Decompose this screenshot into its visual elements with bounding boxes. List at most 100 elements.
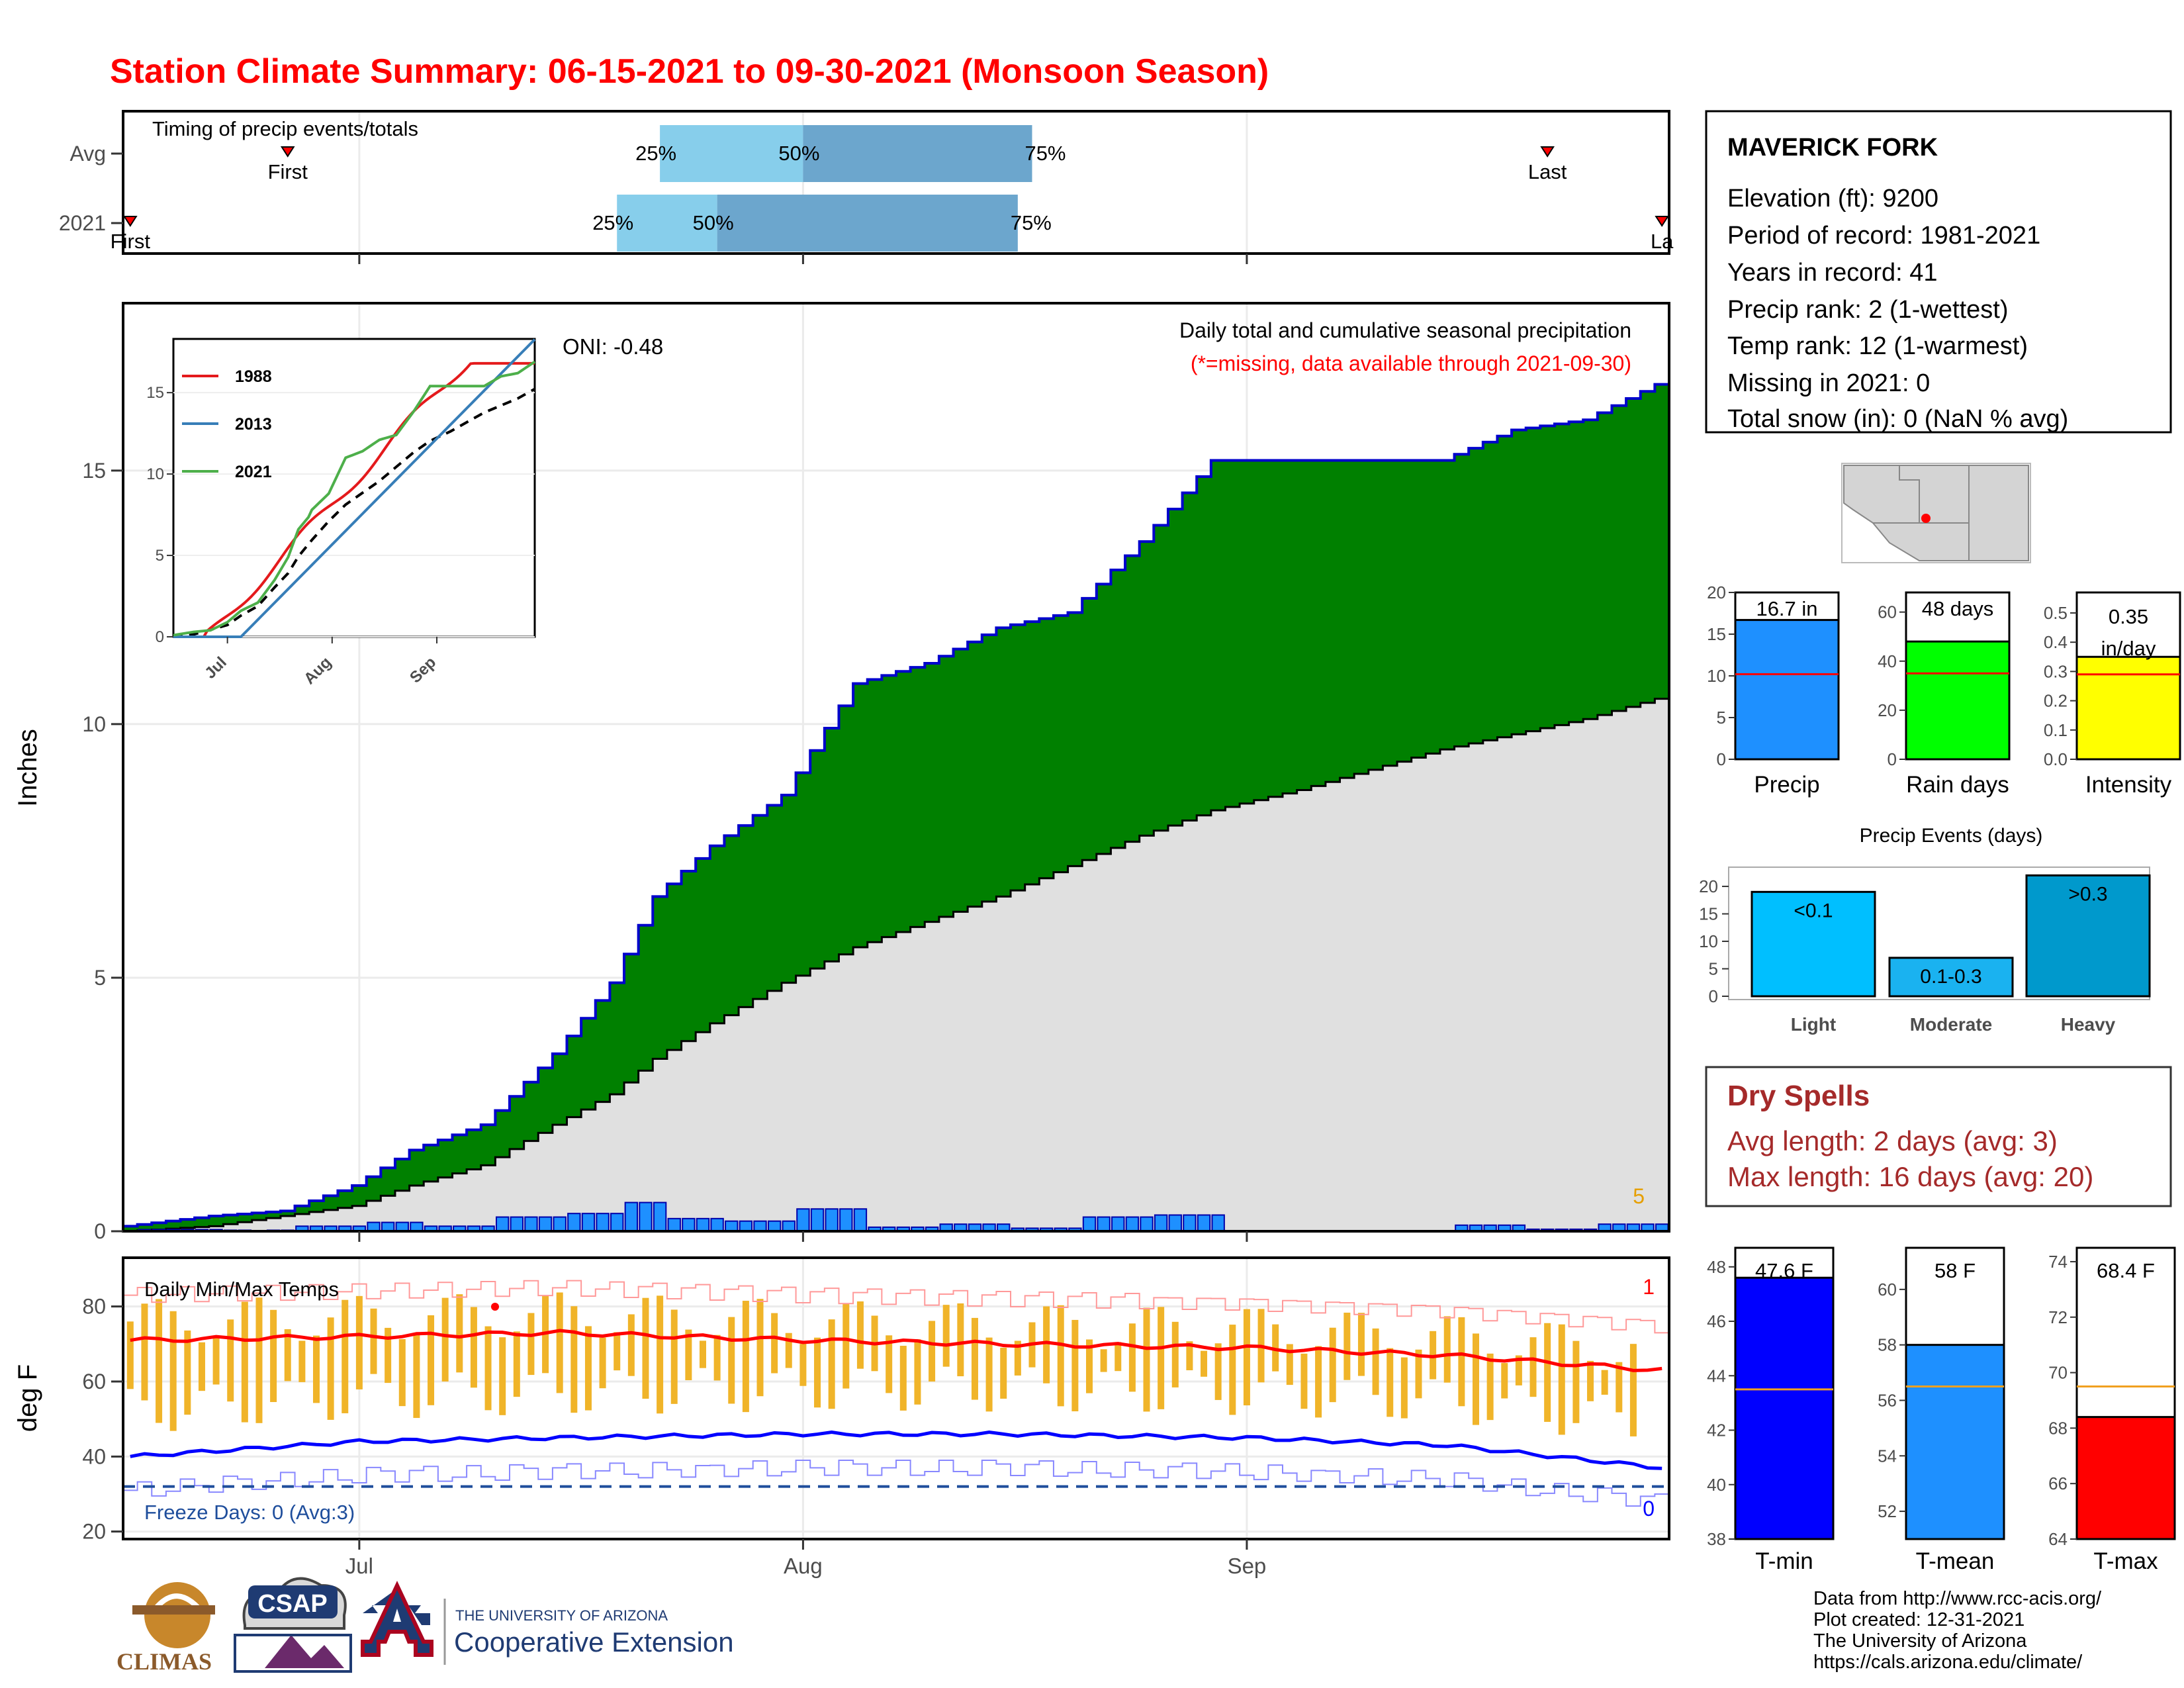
- csap-mountain-icon: [265, 1635, 344, 1668]
- daily-temp-range-bar: [385, 1327, 392, 1383]
- daily-temp-range-bar: [614, 1332, 621, 1371]
- season-bar-tick-label: 0.0: [2044, 749, 2068, 769]
- footer-credit-line: The University of Arizona: [1813, 1630, 2027, 1652]
- station-info-box: MAVERICK FORK Elevation (ft): 9200 Perio…: [1705, 110, 2172, 434]
- event-marker-label: La: [1651, 230, 1674, 253]
- daily-precip-bar: [767, 1220, 782, 1233]
- quartile-band-dark: [803, 125, 1032, 182]
- daily-temp-range-bar: [513, 1331, 520, 1397]
- daily-temp-range-bar: [642, 1297, 649, 1399]
- daily-temp-range-bar: [1615, 1362, 1623, 1413]
- daily-temp-range-bar: [1243, 1309, 1250, 1406]
- ua-logo: THE UNIVERSITY OF ARIZONA Cooperative Ex…: [361, 1580, 734, 1665]
- temp-summary-tick-label: 52: [1878, 1501, 1897, 1521]
- daily-temp-range-bar: [1043, 1306, 1050, 1383]
- temp-summary-value: 68.4 F: [2097, 1259, 2155, 1282]
- daily-temp-range-bar: [1415, 1349, 1422, 1399]
- daily-temp-range-bar: [169, 1311, 177, 1431]
- season-bar-value: 16.7 in: [1756, 597, 1817, 620]
- daily-precip-bar: [410, 1221, 424, 1232]
- season-bar-tick-label: 0: [1717, 749, 1726, 769]
- daily-temp-range-bar: [728, 1317, 735, 1404]
- temp-summary-tick-label: 56: [1878, 1390, 1897, 1410]
- daily-temp-range-bar: [341, 1299, 349, 1413]
- daily-temp-range-bar: [742, 1301, 749, 1413]
- record-max-line: [123, 1280, 1669, 1334]
- daily-temp-range-bar: [1387, 1348, 1394, 1417]
- daily-precip-bar: [739, 1220, 753, 1233]
- precip-event-bars: 0 5 10 15 20 <0.1 Light 0.1-0.3 Moderate >0.3 Heav…: [1699, 874, 2151, 1035]
- precip-event-category: Heavy: [2061, 1014, 2116, 1035]
- timing-panel: 25% 50% 75% First Last 25% 50% 75% First La Timin…: [59, 110, 1674, 255]
- daily-temp-range-bar: [1443, 1316, 1451, 1383]
- daily-precip-bar: [381, 1221, 395, 1232]
- daily-temp-range-bar: [212, 1337, 220, 1385]
- daily-temp-range-bar: [1128, 1323, 1136, 1392]
- daily-temp-range-bar: [413, 1333, 420, 1419]
- daily-precip-bar: [538, 1216, 553, 1232]
- temperature-summary-bars: 38 40 42 44 46 48 47.6 F T-min 52 54 56 58 60 58 F T-m…: [1707, 1246, 2176, 1574]
- daily-temp-range-bar: [1572, 1340, 1580, 1423]
- daily-temp-range-bar: [814, 1337, 821, 1408]
- quartile-label: 25%: [592, 211, 633, 234]
- season-bar-tick-label: 0.2: [2044, 691, 2068, 711]
- daily-temp-range-bar: [1300, 1353, 1308, 1409]
- figure-title: Station Climate Summary: 06-15-2021 to 0…: [110, 52, 1269, 91]
- daily-temp-range-bar: [398, 1338, 406, 1407]
- daily-temp-range-bar: [1000, 1347, 1007, 1399]
- daily-precip-bar: [1154, 1214, 1168, 1232]
- quartile-band-dark: [717, 195, 1018, 252]
- daily-precip-bar: [510, 1216, 524, 1232]
- daily-temp-range-bar: [756, 1299, 764, 1397]
- climas-logo-mark: [144, 1582, 210, 1648]
- timing-panel-label: Timing of precip events/totals: [152, 117, 418, 140]
- record-high-count: 1: [1643, 1275, 1655, 1299]
- precip-event-bar-label: 0.1-0.3: [1920, 966, 1981, 988]
- daily-precip-bar: [581, 1213, 596, 1232]
- precip-y-tick-label: 5: [94, 966, 106, 990]
- temp-gridlines: [123, 1258, 1669, 1539]
- daily-precip-bar: [1082, 1216, 1097, 1232]
- precip-y-tick-label: 15: [82, 459, 106, 483]
- quartile-label: 75%: [1011, 211, 1052, 234]
- daily-temp-range-bar: [1057, 1305, 1064, 1407]
- daily-temp-range-bar: [1501, 1363, 1508, 1399]
- season-bar-label: Intensity: [2085, 772, 2172, 798]
- daily-temp-range-bar: [1515, 1355, 1522, 1385]
- daily-temp-range-bar: [184, 1330, 191, 1415]
- daily-temp-range-bar: [971, 1317, 978, 1400]
- quartile-band-light: [617, 195, 717, 252]
- daily-temp-range-bar: [527, 1313, 535, 1376]
- daily-temp-range-bar: [126, 1321, 134, 1389]
- temp-summary-bar: [2075, 1416, 2176, 1540]
- station-line: Total snow (in): 0 (NaN % avg): [1727, 405, 2068, 433]
- temp-summary-tick-label: 42: [1707, 1421, 1726, 1440]
- daily-temp-range-bar: [856, 1301, 864, 1369]
- daily-temp-range-bar: [1558, 1324, 1565, 1435]
- avg-max-temp-line: [130, 1329, 1662, 1372]
- daily-precip-bar: [624, 1201, 639, 1233]
- daily-temp-range-bar: [1473, 1333, 1479, 1425]
- daily-precip-bar: [667, 1217, 681, 1233]
- quartile-label: 50%: [778, 142, 819, 165]
- season-bar-tick-label: 0.4: [2044, 632, 2068, 652]
- station-line: Years in record: 41: [1727, 259, 1938, 287]
- event-marker-label: Last: [1528, 160, 1567, 183]
- daily-temp-range-bar: [441, 1297, 449, 1382]
- precip-events-chart: Precip Events (days) 0 5 10 15 20 <0.1 Light 0.…: [1699, 825, 2151, 1035]
- temp-panel: 20 40 60 80 Jul Aug Sep deg F Daily Min/Max T…: [13, 254, 1670, 1578]
- season-bar-value: 0.35: [2109, 605, 2148, 628]
- station-name: MAVERICK FORK: [1727, 134, 1938, 162]
- daily-precip-bar: [395, 1221, 409, 1232]
- temp-summary-tick-label: 60: [1878, 1280, 1897, 1299]
- season-bar-value: in/day: [2101, 637, 2156, 660]
- daily-temp-range-bar: [799, 1344, 807, 1386]
- map-region: [1968, 465, 2029, 561]
- temp-summary-tick-label: 72: [2048, 1307, 2068, 1327]
- temp-summary-tick-label: 66: [2048, 1474, 2068, 1493]
- season-bar-tick-label: 0.5: [2044, 603, 2068, 623]
- daily-precip-bar: [1111, 1216, 1125, 1232]
- daily-temp-range-bar: [929, 1321, 936, 1382]
- daily-temp-range-bar: [942, 1305, 950, 1367]
